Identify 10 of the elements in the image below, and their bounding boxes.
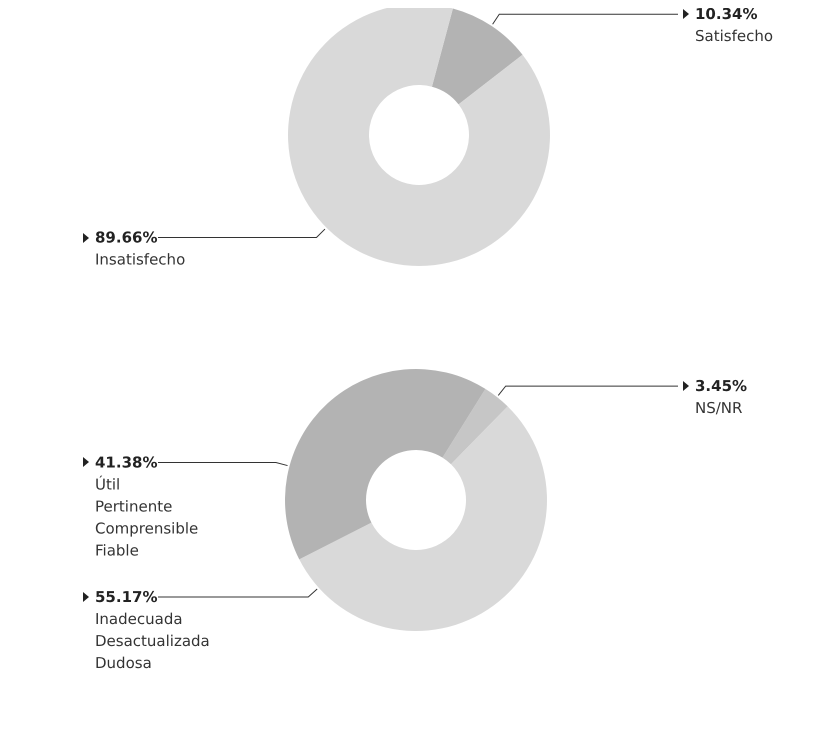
slice-label: Insatisfecho <box>95 250 186 269</box>
slice-label: Útil Pertinente Comprensible Fiable <box>95 475 198 560</box>
data-label: 10.34% <box>695 5 758 24</box>
data-label: 41.38% <box>95 453 158 472</box>
data-label: 3.45% <box>695 377 748 396</box>
slice-label: Inadecuada Desactualizada Dudosa <box>95 610 210 672</box>
data-label: 89.66% <box>95 228 158 247</box>
slice-label: NS/NR <box>695 399 742 418</box>
data-label: 55.17% <box>95 588 158 606</box>
slice-label: Satisfecho <box>695 27 774 46</box>
